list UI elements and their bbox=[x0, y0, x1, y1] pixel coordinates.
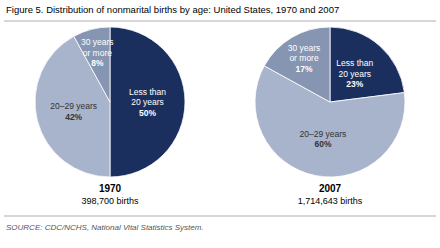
source-note: SOURCE: CDC/NCHS, National Vital Statist… bbox=[6, 223, 204, 232]
slice-value: 50% bbox=[139, 108, 156, 118]
pie-title: 1970 bbox=[99, 183, 122, 194]
pie bbox=[35, 27, 185, 177]
slice-label: 30 yearsor more17% bbox=[288, 43, 321, 74]
pie-title: 2007 bbox=[319, 183, 342, 194]
slice-category: Less than bbox=[129, 87, 166, 97]
slice-value: 42% bbox=[65, 112, 82, 122]
slice-category: 30 years bbox=[81, 37, 114, 47]
pie bbox=[255, 27, 405, 177]
pie-subtitle: 1,714,643 births bbox=[298, 196, 363, 206]
slice-label: 20–29 years60% bbox=[300, 129, 347, 150]
slice-value: 17% bbox=[296, 64, 313, 74]
pie-slice bbox=[110, 27, 185, 177]
slice-category: or more bbox=[83, 48, 113, 58]
chart-root: Figure 5. Distribution of nonmarital bir… bbox=[0, 0, 440, 248]
figure-title: Figure 5. Distribution of nonmarital bir… bbox=[6, 4, 339, 15]
pie-subtitle: 398,700 births bbox=[81, 196, 139, 206]
slice-category: 20 years bbox=[131, 97, 164, 107]
slice-value: 23% bbox=[346, 79, 363, 89]
slice-label: Less than20 years23% bbox=[336, 58, 373, 89]
slice-label: Less than20 years50% bbox=[129, 87, 166, 118]
slice-category: 20–29 years bbox=[300, 129, 347, 139]
slice-label: 20–29 years42% bbox=[50, 101, 97, 122]
slice-value: 8% bbox=[91, 58, 104, 68]
slice-value: 60% bbox=[314, 139, 331, 149]
pie-slice bbox=[264, 27, 330, 102]
slice-category: 20–29 years bbox=[50, 101, 97, 111]
pie-slice bbox=[330, 27, 404, 102]
slice-category: 30 years bbox=[288, 43, 321, 53]
slice-category: or more bbox=[289, 53, 319, 63]
pie-slice bbox=[35, 36, 110, 177]
rule bbox=[4, 216, 436, 217]
rule bbox=[4, 21, 436, 22]
slice-label: 30 yearsor more8% bbox=[81, 37, 114, 68]
slice-category: Less than bbox=[336, 58, 373, 68]
slice-category: 20 years bbox=[338, 69, 371, 79]
